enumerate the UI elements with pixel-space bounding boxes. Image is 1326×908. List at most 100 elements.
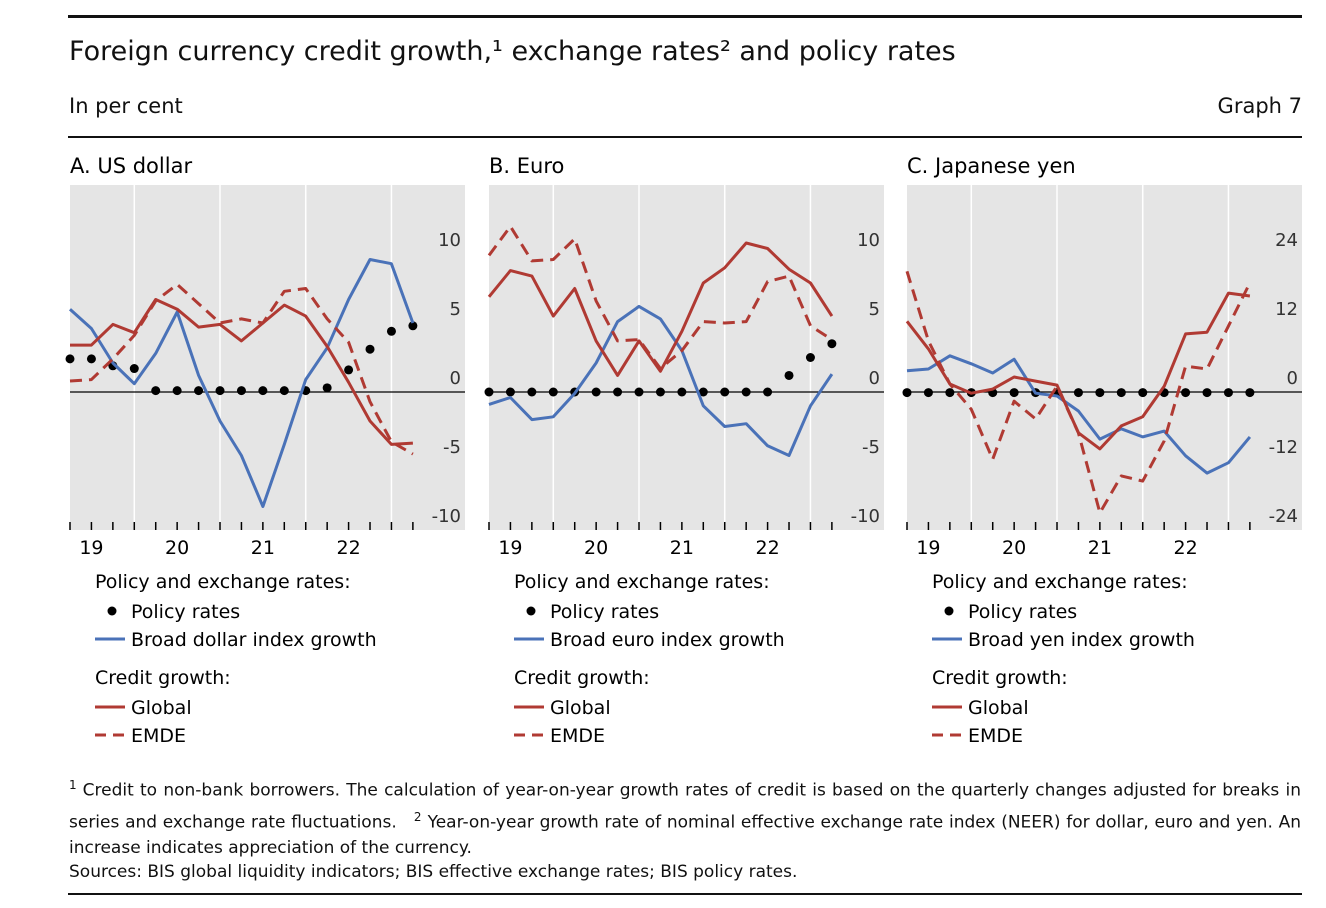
policy-dot: [1073, 388, 1083, 398]
legend-title: Policy and exchange rates:: [95, 571, 351, 593]
policy-dot: [1223, 388, 1233, 398]
legend-label: Broad euro index growth: [550, 629, 785, 651]
y-tick-label: 5: [869, 299, 880, 320]
policy-dot: [527, 387, 537, 397]
legend-marker: [944, 606, 954, 616]
policy-dot: [548, 387, 558, 397]
legend-marker: [107, 606, 117, 616]
y-tick-label: -12: [1269, 437, 1298, 458]
x-tick-label: 20: [165, 537, 189, 559]
header-rule: [68, 136, 1302, 138]
series-line: [487, 241, 834, 377]
policy-dot: [613, 387, 623, 397]
policy-dot: [741, 387, 751, 397]
policy-dot: [386, 326, 396, 336]
footnote-marker: 2: [413, 809, 422, 824]
legend-title: Credit growth:: [932, 667, 1068, 689]
plot-area: [907, 185, 1302, 530]
policy-dot: [408, 321, 418, 331]
top-rule: [68, 15, 1302, 18]
y-tick-label: 0: [869, 368, 880, 389]
y-tick-label: -10: [432, 506, 461, 527]
plot-area: [70, 185, 465, 530]
policy-dot: [151, 386, 161, 396]
policy-dot: [344, 365, 354, 375]
policy-dot: [1245, 388, 1255, 398]
legend-label: Policy rates: [131, 601, 240, 623]
policy-dot: [1009, 388, 1019, 398]
policy-dot: [1116, 388, 1126, 398]
x-tick-label: 21: [1088, 537, 1112, 559]
legend-title: Policy and exchange rates:: [514, 571, 770, 593]
y-tick-label: -10: [851, 506, 880, 527]
legend-label: Policy rates: [550, 601, 659, 623]
legend-title: Policy and exchange rates:: [932, 571, 1188, 593]
legend-label: Global: [550, 697, 611, 719]
legend-label: Global: [968, 697, 1029, 719]
policy-dot: [129, 364, 139, 374]
policy-dot: [215, 386, 225, 396]
policy-dot: [86, 354, 96, 364]
y-tick-label: 0: [450, 368, 461, 389]
policy-dot: [1202, 388, 1212, 398]
policy-dot: [655, 387, 665, 397]
x-tick-label: 19: [79, 537, 103, 559]
x-tick-label: 20: [1002, 537, 1026, 559]
series-line: [70, 298, 413, 446]
policy-dot: [677, 387, 687, 397]
series-line: [487, 224, 833, 370]
graph-label: Graph 7: [1217, 94, 1302, 118]
y-tick-label: 0: [1287, 368, 1298, 389]
y-tick-label: -5: [862, 437, 880, 458]
y-tick-label: -5: [443, 437, 461, 458]
policy-dot: [923, 388, 933, 398]
panel-title: C. Japanese yen: [907, 154, 1076, 178]
policy-dot: [698, 387, 708, 397]
policy-dot: [279, 386, 289, 396]
legend-title: Credit growth:: [95, 667, 231, 689]
chart-title: Foreign currency credit growth,¹ exchang…: [69, 36, 956, 67]
legend-label: Policy rates: [968, 601, 1077, 623]
footnote: Credit to non-bank borrowers. The calcul…: [69, 780, 1301, 833]
policy-dot: [827, 339, 837, 349]
series-line: [69, 282, 414, 456]
x-tick-label: 19: [916, 537, 940, 559]
policy-dot: [1095, 388, 1105, 398]
legend-label: Broad dollar index growth: [131, 629, 377, 651]
policy-dot: [258, 386, 268, 396]
x-tick-label: 21: [251, 537, 275, 559]
policy-dot: [65, 354, 75, 364]
policy-dot: [505, 387, 515, 397]
policy-dot: [365, 344, 375, 354]
y-tick-label: 12: [1275, 299, 1298, 320]
y-tick-label: 5: [450, 299, 461, 320]
legend-label: EMDE: [968, 725, 1023, 747]
policy-dot: [763, 387, 773, 397]
x-tick-label: 22: [336, 537, 360, 559]
x-tick-label: 22: [1173, 537, 1197, 559]
policy-dot: [591, 387, 601, 397]
y-tick-label: -24: [1269, 506, 1298, 527]
series-line: [488, 304, 834, 457]
policy-dot: [945, 388, 955, 398]
policy-dot: [1138, 388, 1148, 398]
legend-label: EMDE: [131, 725, 186, 747]
series-line: [68, 258, 415, 508]
y-tick-label: 10: [438, 230, 461, 251]
policy-dot: [634, 387, 644, 397]
policy-dot: [1181, 388, 1191, 398]
plot-area: [489, 185, 884, 530]
footnote-marker: 1: [69, 778, 77, 792]
legend-marker: [526, 606, 536, 616]
policy-dot: [720, 387, 730, 397]
legend-label: EMDE: [550, 725, 605, 747]
policy-dot: [902, 388, 912, 398]
sources: Sources: BIS global liquidity indicators…: [69, 862, 798, 882]
y-tick-label: 10: [857, 230, 880, 251]
panel-title: A. US dollar: [70, 154, 192, 178]
subtitle: In per cent: [69, 94, 183, 118]
footnotes: 1 Credit to non-bank borrowers. The calcu…: [69, 772, 1301, 861]
x-tick-label: 21: [670, 537, 694, 559]
x-tick-label: 20: [584, 537, 608, 559]
